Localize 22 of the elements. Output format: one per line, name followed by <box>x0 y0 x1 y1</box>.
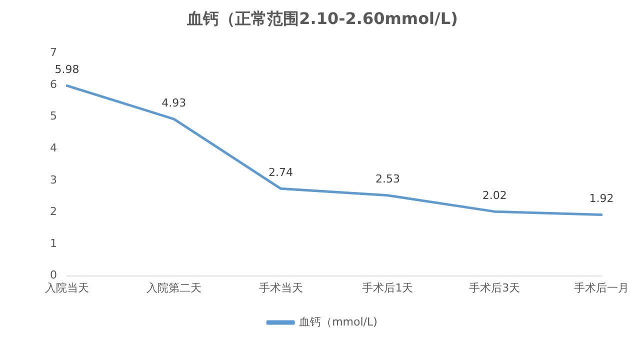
x-tick-label: 手术后3天 <box>469 281 520 294</box>
data-label: 2.74 <box>268 166 294 180</box>
x-tick-label: 手术当天 <box>258 281 303 294</box>
x-tick-label: 手术后一月 <box>574 281 629 294</box>
y-tick-label: 3 <box>50 173 57 186</box>
y-tick-label: 2 <box>50 205 57 218</box>
y-tick-label: 1 <box>50 236 57 250</box>
y-tick-label: 6 <box>50 78 57 91</box>
data-label: 2.02 <box>482 188 507 202</box>
legend-label: 血钙（mmol/L) <box>299 315 378 328</box>
data-label: 1.92 <box>589 192 614 206</box>
x-tick-label: 入院当天 <box>45 281 89 294</box>
x-tick-label: 入院第二天 <box>146 281 202 294</box>
y-tick-label: 4 <box>50 141 57 154</box>
data-label: 5.98 <box>54 62 80 76</box>
chart-title: 血钙（正常范围2.10-2.60mmol/L) <box>186 8 458 28</box>
data-label: 4.93 <box>162 96 186 110</box>
data-label: 2.53 <box>375 172 400 186</box>
y-tick-label: 7 <box>50 46 57 60</box>
y-tick-label: 5 <box>50 110 57 123</box>
x-tick-label: 手术后1天 <box>362 281 414 294</box>
y-tick-label: 0 <box>50 268 57 282</box>
